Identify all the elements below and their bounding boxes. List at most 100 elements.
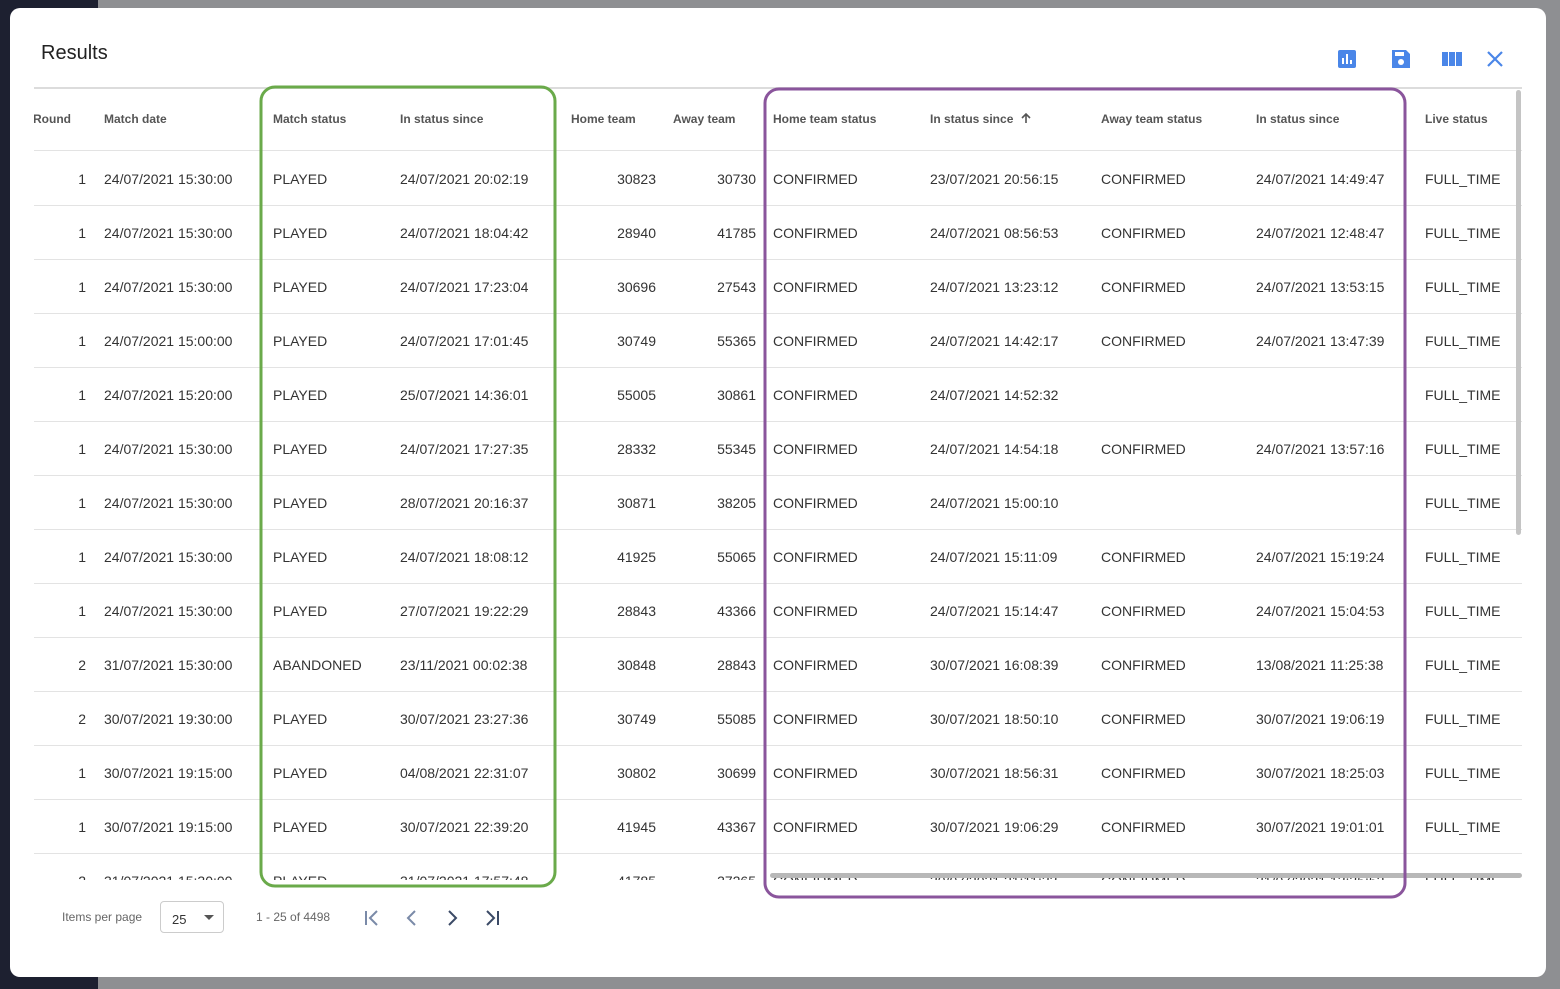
column-header[interactable]: In status since [1256,112,1340,126]
table-cell: FULL_TIME [1425,603,1501,619]
table-cell: 43366 [717,603,756,619]
table-cell: 30696 [617,279,656,295]
table-cell: 55345 [717,441,756,457]
table-cell: 30749 [617,333,656,349]
table-cell: 31/07/2021 15:30:00 [104,657,233,673]
highlight-green [259,85,557,888]
table-cell: 24/07/2021 13:23:12 [930,279,1059,295]
page-size-select[interactable]: 25 [160,901,224,933]
column-header[interactable]: Live status [1425,112,1488,126]
column-header[interactable]: In status since [930,112,1014,126]
table-cell: 30823 [617,171,656,187]
table-cell: 24/07/2021 15:11:09 [930,549,1058,565]
columns-button[interactable] [1440,47,1464,71]
table-cell: 1 [78,333,86,349]
table-cell: CONFIRMED [773,495,858,511]
table-cell: 41785 [717,225,756,241]
table-cell: 1 [78,225,86,241]
close-button[interactable] [1483,47,1507,71]
vertical-scrollbar[interactable] [1516,90,1521,535]
column-header[interactable]: Match status [273,112,347,126]
table-cell: 24/07/2021 15:19:24 [1256,549,1385,565]
table-cell: 55085 [717,711,756,727]
table-cell: 30/07/2021 18:25:03 [1256,765,1385,781]
table-cell: FULL_TIME [1425,387,1501,403]
table-cell: CONFIRMED [1101,549,1186,565]
row-separator [34,313,1522,314]
row-separator [34,583,1522,584]
table-cell: 24/07/2021 17:01:45 [400,333,529,349]
last-page-button[interactable] [480,906,504,930]
table-cell: 24/07/2021 15:00:00 [104,333,233,349]
table-cell: 55065 [717,549,756,565]
prev-page-button[interactable] [400,906,424,930]
column-header[interactable]: Home team status [773,112,877,126]
table-cell: CONFIRMED [773,441,858,457]
table-cell: CONFIRMED [773,171,858,187]
column-header[interactable]: Home team [571,112,636,126]
column-header[interactable]: Away team status [1101,112,1203,126]
table-cell: 24/07/2021 15:30:00 [104,225,233,241]
table-cell: 24/07/2021 15:04:53 [1256,603,1385,619]
table-cell: 1 [78,549,86,565]
row-separator [34,799,1522,800]
table-cell: CONFIRMED [773,387,858,403]
table-cell: 28332 [617,441,656,457]
table-cell: 41785 [617,873,656,880]
table-cell: 1 [78,279,86,295]
table-cell: 28843 [717,657,756,673]
row-separator [34,529,1522,530]
range-label: 1 - 25 of 4498 [256,910,331,924]
table-cell: 2 [78,657,86,673]
row-separator [34,475,1522,476]
table-cell: 24/07/2021 13:47:39 [1256,333,1385,349]
highlight-purple [763,87,1407,899]
table-cell: FULL_TIME [1425,549,1501,565]
table-cell: CONFIRMED [1101,441,1186,457]
table-cell: 2 [78,873,86,880]
row-separator [34,421,1522,422]
table-cell: CONFIRMED [1101,225,1186,241]
table-cell: 23/11/2021 00:02:38 [400,657,528,673]
table-cell: PLAYED [273,333,328,349]
table-cell: 25/07/2021 14:36:01 [400,387,529,403]
table-cell: 04/08/2021 22:31:07 [400,765,529,781]
row-separator [34,745,1522,746]
column-header[interactable]: Round [34,112,71,126]
table-cell: 30/07/2021 23:27:36 [400,711,529,727]
column-header[interactable]: In status since [400,112,484,126]
column-header[interactable]: Match date [104,112,167,126]
page-size-value: 25 [172,912,187,927]
table-cell: 30848 [617,657,656,673]
table-cell: 30/07/2021 19:30:00 [104,711,233,727]
table-cell: 41925 [617,549,656,565]
table-cell: 24/07/2021 12:48:47 [1256,225,1385,241]
table-cell: 2 [78,711,86,727]
table-cell: CONFIRMED [773,225,858,241]
table-cell: CONFIRMED [1101,819,1186,835]
table-cell: CONFIRMED [1101,765,1186,781]
table-cell: 1 [78,765,86,781]
table-cell: FULL_TIME [1425,225,1501,241]
table-cell: PLAYED [273,765,328,781]
horizontal-scrollbar[interactable] [770,873,1522,878]
table-cell: 24/07/2021 17:27:35 [400,441,529,457]
column-header[interactable]: Away team [673,112,736,126]
items-per-page-label: Items per page [62,910,143,924]
table-cell: 24/07/2021 14:49:47 [1256,171,1385,187]
chart-button[interactable] [1335,47,1359,71]
table-cell: 1 [78,441,86,457]
table-cell: 24/07/2021 13:57:16 [1256,441,1385,457]
table-cell: 28/07/2021 20:16:37 [400,495,529,511]
table-cell: 41945 [617,819,656,835]
save-button[interactable] [1389,47,1413,71]
table-cell: CONFIRMED [773,657,858,673]
table-cell: PLAYED [273,279,328,295]
table-cell: 30/07/2021 19:15:00 [104,765,233,781]
first-page-button[interactable] [360,906,384,930]
row-separator [34,205,1522,206]
next-page-button[interactable] [440,906,464,930]
table-cell: PLAYED [273,171,328,187]
table-cell: 30/07/2021 19:15:00 [104,819,233,835]
table-cell: 30749 [617,711,656,727]
